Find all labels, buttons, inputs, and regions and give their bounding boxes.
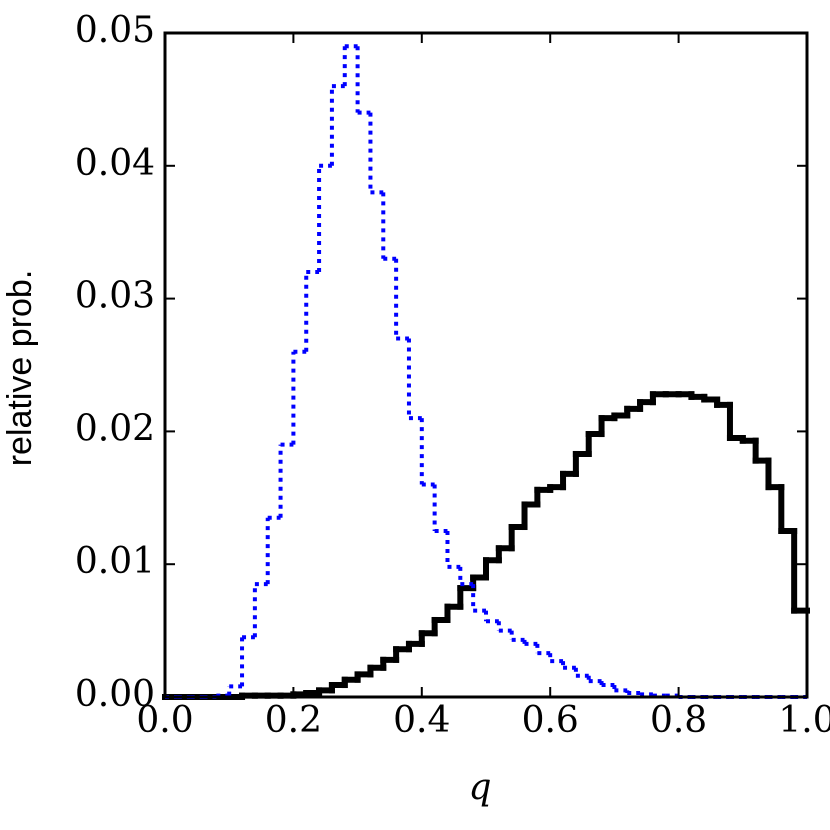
x-tick-label: 0.0 [136,700,193,741]
y-tick-label: 0.04 [75,143,155,184]
y-tick-label: 0.03 [75,276,155,317]
y-axis-label: relative prob. [1,270,39,467]
x-tick-label: 0.8 [650,700,707,741]
x-tick-label: 1.0 [778,700,830,741]
y-tick-label: 0.05 [75,10,155,51]
y-tick-label: 0.00 [75,674,155,715]
x-tick-label: 0.6 [522,700,579,741]
x-tick-label: 0.2 [265,700,322,741]
plot-frame [163,31,809,699]
y-tick-label: 0.02 [75,408,155,449]
y-tick-label: 0.01 [75,541,155,582]
x-tick-label: 0.4 [393,700,450,741]
x-axis-label: q [468,767,491,808]
